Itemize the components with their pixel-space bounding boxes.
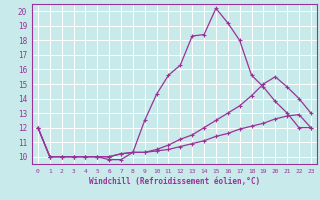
X-axis label: Windchill (Refroidissement éolien,°C): Windchill (Refroidissement éolien,°C) [89, 177, 260, 186]
